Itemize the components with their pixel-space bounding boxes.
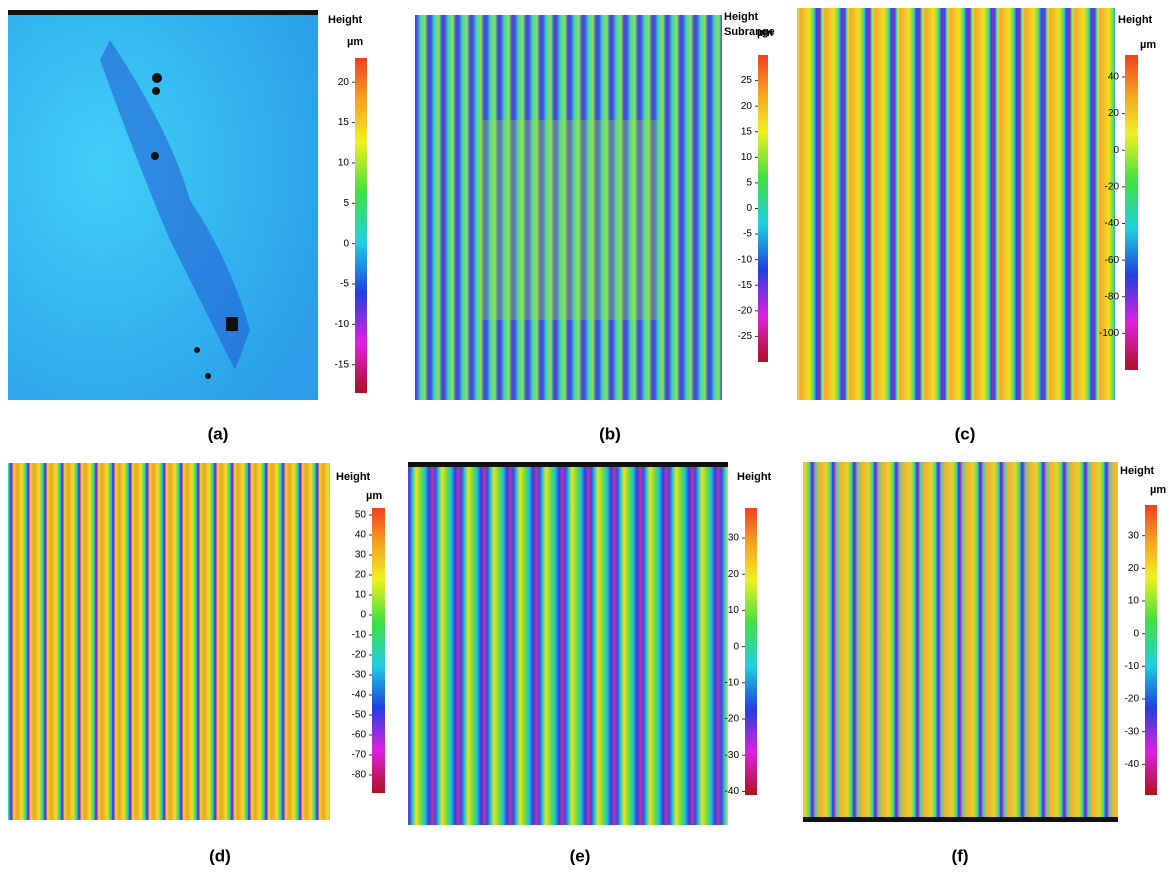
tick-label: 0 [1133,628,1139,639]
tick-label: -10 [738,254,753,265]
tick-label: 15 [338,117,350,128]
colorbar [745,508,757,795]
tick-label: -60 [352,730,367,741]
tick-label: -20 [352,650,367,661]
tick-label: 20 [728,569,740,580]
tick-label: -20 [725,714,740,725]
tick-label: 10 [355,590,367,601]
tick-label: 20 [338,77,350,88]
colorbar-title: Height [1118,14,1153,26]
tick-label: 30 [1128,530,1140,541]
colorbar-unit: µm [366,490,382,502]
tick-label: -10 [335,319,350,330]
defect [226,317,238,331]
tick-label: -40 [352,690,367,701]
tick-label: 50 [355,510,367,521]
tick-label: -5 [743,229,752,240]
tick-label: -20 [1125,694,1140,705]
colorbar-title: Height [1120,465,1155,477]
height-map [408,462,728,825]
tick-label: -20 [1105,182,1120,193]
tick-label: 10 [1128,596,1140,607]
colorbar-unit: µm [347,36,363,48]
tick-label: 30 [355,550,367,561]
tick-label: -100 [1099,328,1119,339]
defect [152,87,160,95]
colorbar-unit: µm [757,27,773,39]
tick-label: 10 [741,152,753,163]
colorbar [758,55,768,362]
tick-label: 10 [728,605,740,616]
images [8,8,1118,825]
tick-label: 0 [733,641,739,652]
tick-label: 0 [746,203,752,214]
tick-label: -10 [1125,661,1140,672]
tick-label: -10 [352,630,367,641]
panel-label: (c) [955,424,976,443]
tick-label: -60 [1105,255,1120,266]
colorbar-unit: µm [1150,484,1166,496]
tick-label: -50 [352,710,367,721]
tick-label: -40 [1125,759,1140,770]
tick-label: -5 [340,279,349,290]
image-edge [408,462,728,467]
tick-label: 40 [355,530,367,541]
colorbar-title: Height [737,471,772,483]
panel-label: (d) [209,846,231,865]
defect [205,373,211,379]
panel-label: (b) [599,424,621,443]
colorbar-title: Height [328,14,363,26]
tick-label: -15 [738,280,753,291]
colorbar-title: Height [724,11,759,23]
tick-label: -70 [352,750,367,761]
tick-label: -25 [738,331,753,342]
tick-label: -10 [725,677,740,688]
colorbar [355,58,367,393]
tick-label: 5 [343,198,349,209]
colorbar [1125,55,1138,370]
tick-label: 20 [1128,563,1140,574]
image-edge [8,10,318,15]
defect [152,73,162,83]
tick-label: -30 [352,670,367,681]
tick-label: -15 [335,359,350,370]
colorbar-subtitle: Subrange [724,26,775,38]
tick-label: 10 [338,158,350,169]
tick-label: 20 [1108,108,1120,119]
colorbar [372,508,385,793]
colorbar [1145,505,1157,795]
tick-label: 30 [728,533,740,544]
tick-label: 0 [360,610,366,621]
tick-label: -80 [1105,291,1120,302]
raised-region [480,120,660,320]
tick-label: 0 [343,238,349,249]
panel-label: (a) [208,424,229,443]
colorbar-title: Height [336,471,371,483]
tick-label: 20 [741,101,753,112]
panel-label: (f) [952,846,969,865]
tick-label: -20 [738,305,753,316]
height-map [797,8,1115,400]
tick-label: 5 [746,178,752,189]
tick-label: 0 [1113,145,1119,156]
image-edge [803,817,1118,822]
tick-label: -30 [1125,726,1140,737]
height-map [803,462,1118,822]
dark-region [100,40,250,370]
height-map [415,15,722,400]
tick-label: 25 [741,75,753,86]
colorbar-unit: µm [1140,39,1156,51]
tick-label: -30 [725,750,740,761]
tick-label: 40 [1108,72,1120,83]
defect [151,152,159,160]
tick-label: -80 [352,770,367,781]
height-map [8,463,330,820]
defect [194,347,200,353]
tick-label: 20 [355,570,367,581]
tick-label: -40 [1105,218,1120,229]
tick-label: 15 [741,126,753,137]
panel-label: (e) [570,846,591,865]
tick-label: -40 [725,786,740,797]
